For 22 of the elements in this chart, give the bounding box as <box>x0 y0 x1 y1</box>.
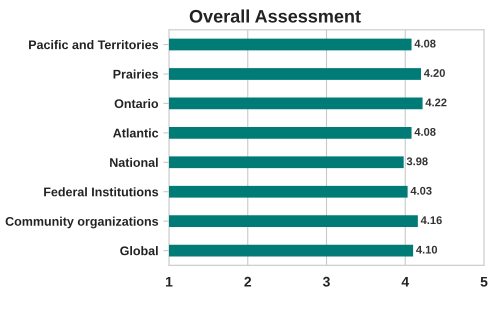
y-tick-label: Prairies <box>114 69 158 79</box>
x-tick-label: 3 <box>322 276 330 287</box>
y-tick-label: Global <box>120 246 158 256</box>
x-tick-label: 2 <box>244 276 252 287</box>
y-tick-label: Pacific and Territories <box>29 40 158 50</box>
data-label: 3.98 <box>406 157 428 166</box>
y-tick-label: National <box>110 158 158 167</box>
y-tick-label: Community organizations <box>6 216 158 228</box>
chart-title: Overall Assessment <box>190 9 361 23</box>
x-tick-label: 4 <box>402 276 410 287</box>
data-label: 4.22 <box>426 98 447 106</box>
y-tick-label: Ontario <box>114 98 158 108</box>
data-label: 4.20 <box>424 69 445 77</box>
data-label: 4.10 <box>416 246 438 254</box>
y-tick-label: Atlantic <box>113 128 158 138</box>
data-label: 4.16 <box>420 216 442 224</box>
data-label: 4.08 <box>414 128 436 136</box>
data-label: 4.03 <box>410 186 432 195</box>
x-tick-label: 5 <box>480 276 488 287</box>
data-label: 4.08 <box>414 40 436 48</box>
y-tick-label: Federal Institutions <box>44 187 158 196</box>
x-tick-label: 1 <box>166 276 172 287</box>
